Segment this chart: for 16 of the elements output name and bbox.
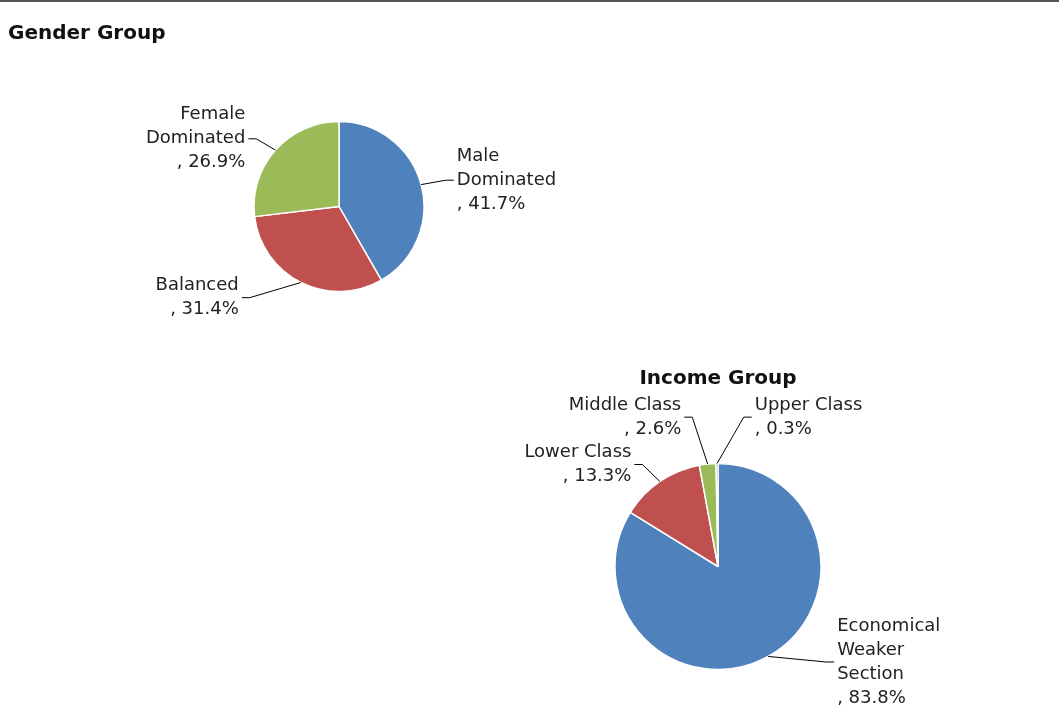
data-label: , 0.3% (754, 416, 812, 438)
data-label: , 41.7% (456, 191, 526, 213)
slice-label: Upper Class (754, 392, 863, 414)
slice-label: Lower Class (524, 440, 632, 462)
data-label: , 13.3% (562, 464, 632, 486)
data-label: , 2.6% (624, 416, 682, 438)
slice-label: Female Dominated (145, 102, 246, 148)
slice-label: Economical Weaker Section (837, 613, 941, 683)
slice-label: Male Dominated (456, 143, 557, 189)
slice-label: Middle Class (568, 392, 682, 414)
slice-label: Balanced (155, 273, 239, 295)
data-label: , 83.8% (837, 685, 906, 707)
data-label: , 31.4% (170, 297, 239, 319)
chart-title: Income Group (639, 365, 797, 390)
chart-title: Gender Group (8, 20, 166, 45)
data-label: , 26.9% (176, 150, 246, 172)
